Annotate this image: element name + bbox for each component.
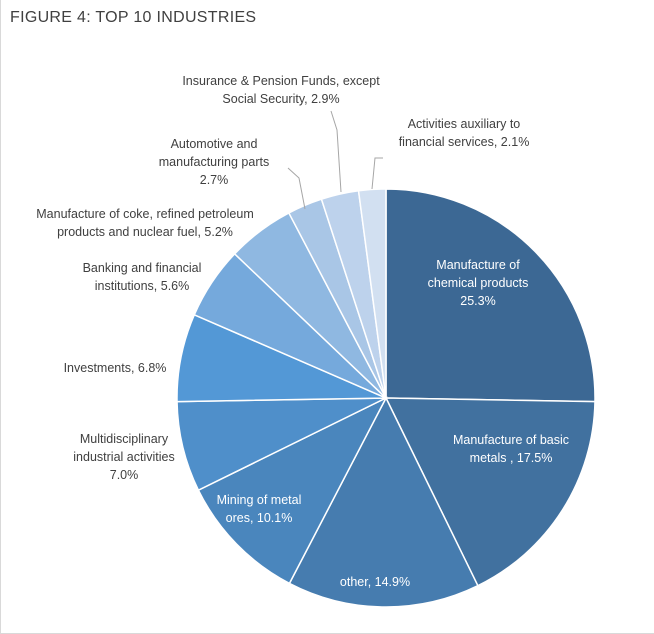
- slice-label: Activities auxiliary to financial service…: [399, 117, 530, 149]
- slice-label: Manufacture of basic metals , 17.5%: [453, 433, 569, 465]
- slice-label: Manufacture of chemical products 25.3%: [428, 258, 529, 308]
- frame-left-border: [0, 0, 1, 634]
- slice-label-line: Activities auxiliary to: [408, 117, 521, 131]
- slice-label-line: 25.3%: [460, 294, 495, 308]
- slice-label: Investments, 6.8%: [64, 361, 167, 375]
- slice-label-line: institutions, 5.6%: [95, 279, 190, 293]
- leader-lines: [287, 110, 383, 210]
- slice-label-line: metals , 17.5%: [470, 451, 553, 465]
- pie-slice: [385, 188, 596, 403]
- slice-label-line: Multidisciplinary: [80, 432, 169, 446]
- slice-label: Automotive and manufacturing parts 2.7%: [159, 137, 269, 187]
- slice-label-line: Manufacture of coke, refined petroleum: [36, 207, 253, 221]
- slice-label-line: 2.7%: [200, 173, 229, 187]
- slice-label-line: Banking and financial: [83, 261, 202, 275]
- pie-slice: [288, 396, 479, 608]
- pie-slice: [197, 396, 388, 585]
- slice-label: Insurance & Pension Funds, except Social …: [182, 74, 380, 106]
- slice-label: other, 14.9%: [340, 575, 410, 589]
- leader-line: [371, 157, 383, 190]
- slice-label: Banking and financial institutions, 5.6%: [83, 261, 202, 293]
- slice-label: Mining of metal ores, 10.1%: [217, 493, 302, 525]
- pie-slice: [357, 188, 387, 399]
- leader-line: [287, 167, 306, 210]
- slice-label-line: Social Security, 2.9%: [222, 92, 339, 106]
- slice-label-line: Insurance & Pension Funds, except: [182, 74, 380, 88]
- slice-label-line: chemical products: [428, 276, 529, 290]
- leader-line: [330, 110, 342, 193]
- slice-label: Manufacture of coke, refined petroleum pr…: [36, 207, 253, 239]
- slice-label-line: products and nuclear fuel, 5.2%: [57, 225, 233, 239]
- slice-labels: Manufacture of chemical products 25.3%Manu…: [36, 74, 569, 589]
- slice-label-line: Mining of metal: [217, 493, 302, 507]
- slice-label-line: industrial activities: [73, 450, 174, 464]
- slice-label-line: Manufacture of basic: [453, 433, 569, 447]
- slice-label-line: ores, 10.1%: [226, 511, 293, 525]
- slice-label-line: 7.0%: [110, 468, 139, 482]
- slice-label: Multidisciplinary industrial activities 7.…: [73, 432, 174, 482]
- slice-label-line: Manufacture of: [436, 258, 520, 272]
- pie-slices: [176, 188, 596, 608]
- slice-label-line: Automotive and: [171, 137, 258, 151]
- slice-label-line: financial services, 2.1%: [399, 135, 530, 149]
- slice-label-line: manufacturing parts: [159, 155, 269, 169]
- chart-title: FIGURE 4: TOP 10 INDUSTRIES: [10, 9, 257, 26]
- pie-slice: [384, 397, 596, 587]
- slice-label-line: other, 14.9%: [340, 575, 410, 589]
- slice-label-line: Investments, 6.8%: [64, 361, 167, 375]
